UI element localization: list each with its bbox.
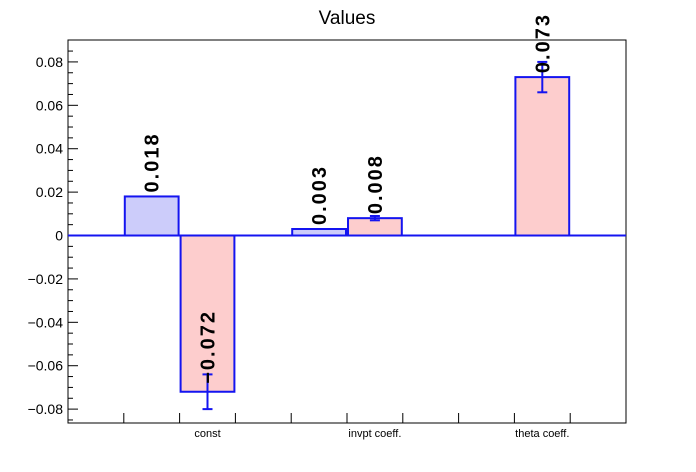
y-tick-label: 0.08 (36, 54, 63, 70)
bar-9 (514, 76, 571, 237)
x-bin-label: theta coeff. (515, 428, 569, 440)
x-bin-label: const (194, 428, 220, 440)
bar-5 (291, 228, 348, 237)
y-tick-label: −0.04 (28, 314, 64, 330)
y-tick-label: −0.08 (28, 401, 64, 417)
x-bin-label: invpt coeff. (348, 428, 401, 440)
y-tick-label: 0.02 (36, 184, 63, 200)
bar-2 (123, 195, 180, 237)
bar-value-label: −0.072 (198, 310, 220, 384)
bar-value-label: 0.018 (142, 132, 164, 192)
y-tick-label: −0.06 (28, 358, 64, 374)
y-tick-label: −0.02 (28, 271, 64, 287)
y-tick-label: 0.06 (36, 97, 63, 113)
bar-value-label: 0.073 (532, 13, 554, 73)
bar-value-label: 0.008 (365, 154, 387, 214)
chart-title: Values (319, 8, 376, 29)
bar-value-label: 0.003 (309, 165, 331, 225)
y-tick-label: 0 (55, 228, 63, 244)
plot-area: −0.08 −0.06 −0.04 −0.02 0 0.02 0.04 0.06 0.08 con… (28, 13, 627, 440)
y-tick-label: 0.04 (36, 141, 63, 157)
